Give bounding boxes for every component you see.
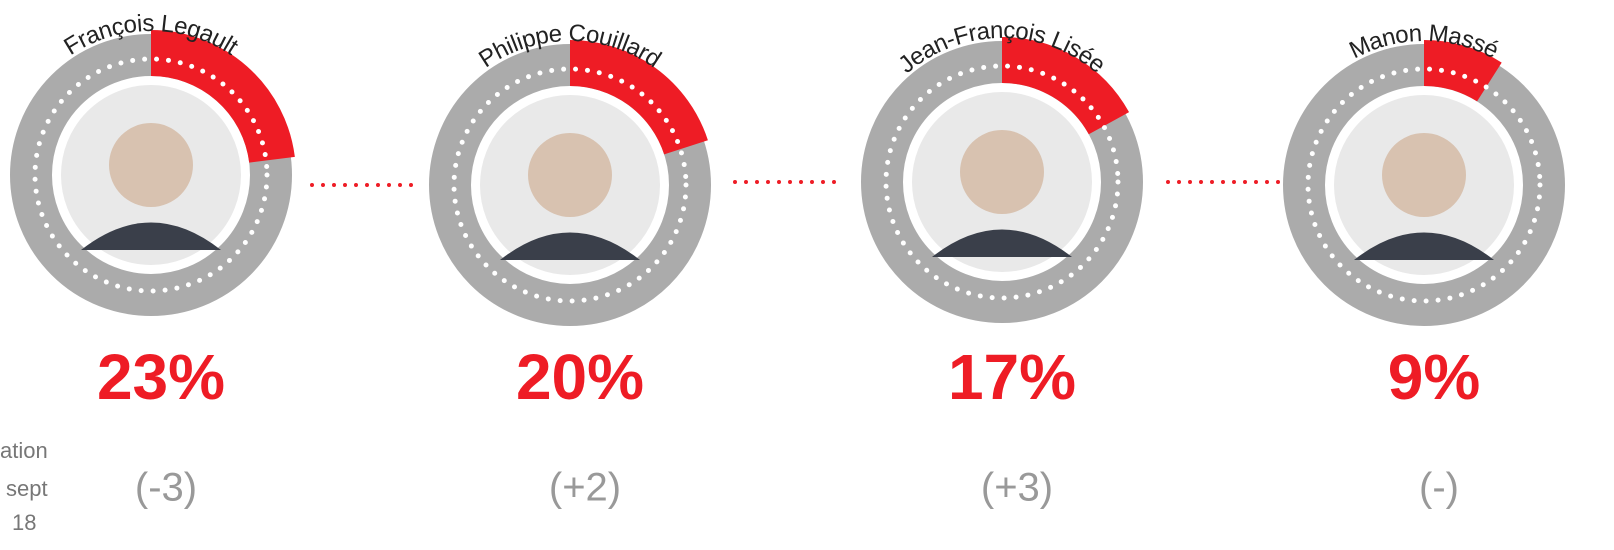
value-label: 17% [948,341,1076,413]
change-label: (-) [1419,466,1459,510]
value-arc [1424,63,1489,82]
value-label: 9% [1388,341,1481,413]
change-label: (+3) [981,466,1053,510]
value-label: 20% [516,341,644,413]
side-note: sept [6,476,48,501]
photo-face [1382,133,1466,217]
photo-face [960,130,1044,214]
photo-face [528,133,612,217]
side-note: ation [0,438,48,463]
side-note: 18 [12,510,36,535]
photo-face [109,123,193,207]
value-label: 23% [97,341,225,413]
change-label: (+2) [549,466,621,510]
chart: ation sept 18 François Legault23%(-3)Phi… [0,0,1614,550]
change-label: (-3) [135,466,197,510]
